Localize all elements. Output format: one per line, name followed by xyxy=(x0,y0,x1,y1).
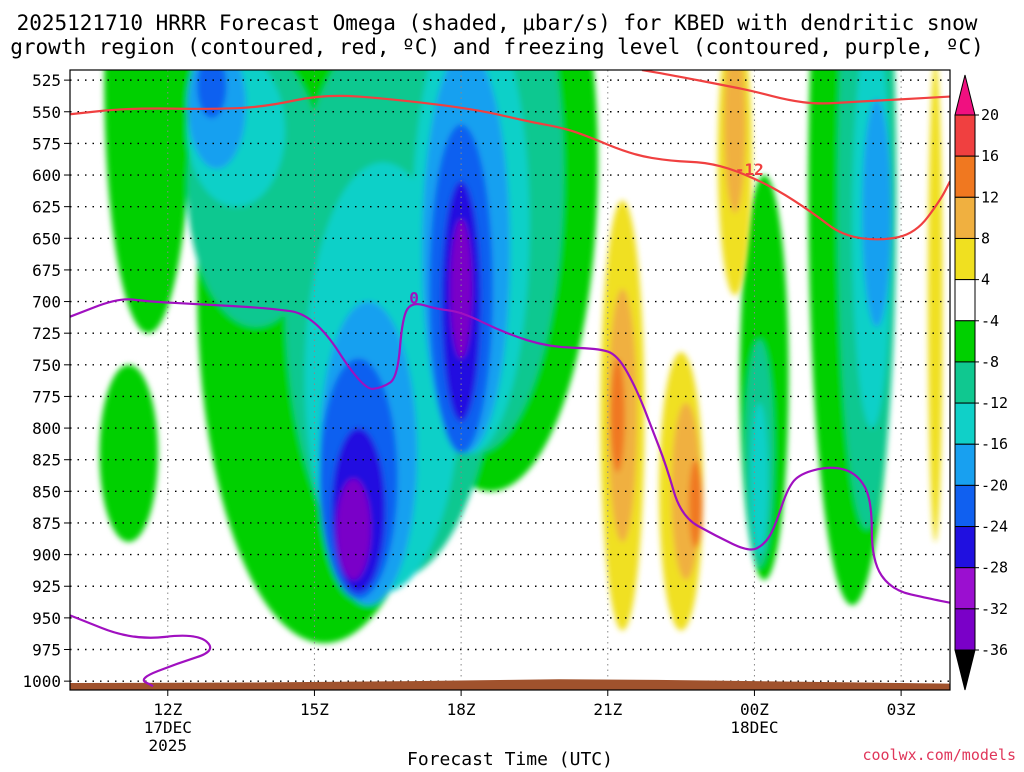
freezing-level-lower-loop xyxy=(70,614,212,688)
y-tick-label-750: 750 xyxy=(32,356,61,375)
freezing-level-line xyxy=(70,298,950,604)
dgz-contour-line xyxy=(70,94,950,241)
chart-title-line-1: 2025121710 HRRR Forecast Omega (shaded, … xyxy=(17,11,978,35)
colorbar-label-6: -8 xyxy=(981,353,999,371)
x-tick-date-12Z: 17DEC xyxy=(144,718,192,737)
terrain-fill xyxy=(70,679,950,690)
plot-area: -12 0 xyxy=(70,70,950,690)
x-axis-title: Forecast Time (UTC) xyxy=(407,749,613,768)
colorbar-label-7: -12 xyxy=(981,394,1008,412)
y-tick-label-900: 900 xyxy=(32,546,61,565)
omega-pos-cell-4-3 xyxy=(928,70,943,542)
y-tick-label-725: 725 xyxy=(32,324,61,343)
x-tick-year-12Z: 2025 xyxy=(149,736,188,755)
colorbar-bin-7 xyxy=(954,402,976,445)
omega-cell--20-0 xyxy=(197,70,227,119)
x-tick-label-12Z: 12Z xyxy=(153,700,182,719)
y-tick-label-700: 700 xyxy=(32,293,61,312)
colorbar-bin-4 xyxy=(954,279,976,322)
omega-cell--4-3 xyxy=(99,364,158,542)
colorbar-label-0: 20 xyxy=(981,106,999,124)
colorbar-bin-10 xyxy=(954,526,976,569)
y-tick-label-675: 675 xyxy=(32,261,61,280)
colorbar-label-13: -36 xyxy=(981,641,1008,659)
colorbar-label-5: -4 xyxy=(981,312,999,330)
colorbar-over-triangle xyxy=(954,74,976,116)
y-tick-label-525: 525 xyxy=(32,71,61,90)
y-tick-label-600: 600 xyxy=(32,166,61,185)
x-tick-label-21Z: 21Z xyxy=(593,700,622,719)
site-credit: coolwx.com/models xyxy=(862,746,1016,764)
colorbar-label-1: 16 xyxy=(981,147,999,165)
y-tick-label-975: 975 xyxy=(32,641,61,660)
y-tick-label-800: 800 xyxy=(32,419,61,438)
colorbar-bin-0 xyxy=(954,114,976,157)
y-tick-label-825: 825 xyxy=(32,451,61,470)
y-tick-label-775: 775 xyxy=(32,387,61,406)
colorbar-label-12: -32 xyxy=(981,600,1008,618)
colorbar-label-8: -16 xyxy=(981,435,1008,453)
y-tick-label-875: 875 xyxy=(32,514,61,533)
x-tick-label-15Z: 15Z xyxy=(300,700,329,719)
colorbar-legend: 20 16 12 8 4 -4 -8 -12 -16 -20 -24 -28 -32 -36 xyxy=(954,74,1008,691)
omega-cell--4-0 xyxy=(104,70,193,334)
colorbar-label-9: -20 xyxy=(981,476,1008,494)
colorbar-under-triangle xyxy=(954,649,976,691)
y-axis: 525 550 575 600 625 650 675 700 725 750 775 800 825 8… xyxy=(22,71,70,691)
y-tick-label-550: 550 xyxy=(32,103,61,122)
colorbar-label-3: 8 xyxy=(981,229,990,247)
y-tick-label-850: 850 xyxy=(32,482,61,501)
omega-pos-cell-8-2 xyxy=(724,70,746,213)
y-tick-label-625: 625 xyxy=(32,198,61,217)
y-tick-label-650: 650 xyxy=(32,229,61,248)
x-tick-date-00Z: 18DEC xyxy=(730,718,778,737)
colorbar-bin-12 xyxy=(954,608,976,651)
omega-cell--28-1 xyxy=(450,219,472,359)
colorbar-label-2: 12 xyxy=(981,188,999,206)
y-tick-label-925: 925 xyxy=(32,577,61,596)
omega-pos-cell-12-1 xyxy=(688,459,703,549)
colorbar-label-10: -24 xyxy=(981,518,1008,536)
colorbar-bin-2 xyxy=(954,196,976,239)
colorbar-bin-6 xyxy=(954,361,976,404)
freezing-contour-label: 0 xyxy=(409,289,419,308)
omega-cell--28-0 xyxy=(336,478,371,580)
dgz-contour-label: -12 xyxy=(735,160,764,179)
omega-cell--16-3 xyxy=(862,99,892,327)
colorbar-bin-11 xyxy=(954,567,976,610)
colorbar-label-4: 4 xyxy=(981,271,990,289)
x-tick-label-03Z: 03Z xyxy=(887,700,916,719)
x-tick-label-00Z: 00Z xyxy=(740,700,769,719)
colorbar-bin-8 xyxy=(954,443,976,486)
x-tick-label-18Z: 18Z xyxy=(447,700,476,719)
y-tick-label-575: 575 xyxy=(32,134,61,153)
plot-frame xyxy=(69,69,951,691)
colorbar-bin-3 xyxy=(954,237,976,281)
colorbar-bin-5 xyxy=(954,320,976,363)
y-tick-label-1000: 1000 xyxy=(22,672,61,691)
colorbar-label-11: -28 xyxy=(981,559,1008,577)
dgz-contour-upper-line xyxy=(641,70,950,105)
omega-pos-cell-12-0 xyxy=(610,358,625,473)
chart-title-line-2: growth region (contoured, red, ºC) and f… xyxy=(10,35,984,59)
y-tick-label-950: 950 xyxy=(32,609,61,628)
omega-cell--12-4 xyxy=(750,402,769,555)
colorbar-bin-9 xyxy=(954,484,976,528)
colorbar-bin-1 xyxy=(954,155,976,198)
